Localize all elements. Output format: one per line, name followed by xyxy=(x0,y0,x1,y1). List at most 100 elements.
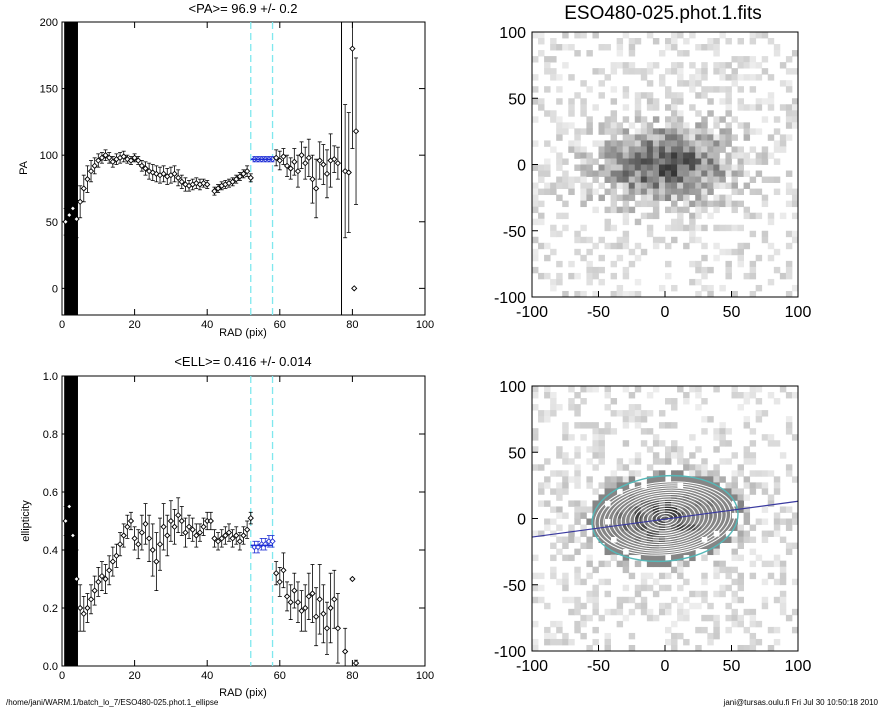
image-pixel xyxy=(665,116,672,123)
image-pixel xyxy=(568,98,575,105)
image-pixel xyxy=(761,146,769,153)
image-pixel xyxy=(658,476,666,483)
image-pixel xyxy=(580,434,587,441)
image-pixel xyxy=(701,122,708,129)
image-pixel xyxy=(761,56,769,63)
image-pixel xyxy=(695,290,702,298)
image-pixel xyxy=(665,542,672,550)
image-pixel xyxy=(634,404,642,411)
image-pixel xyxy=(544,170,551,177)
image-pixel xyxy=(574,92,581,99)
image-pixel xyxy=(779,62,787,69)
image-pixel xyxy=(544,86,551,93)
image-pixel xyxy=(598,146,605,153)
image-pixel xyxy=(671,440,678,447)
image-pixel xyxy=(719,524,726,531)
image-pixel xyxy=(580,506,587,513)
image-pixel xyxy=(689,386,696,393)
image-pixel xyxy=(610,182,618,189)
image-pixel xyxy=(616,122,624,129)
image-pixel xyxy=(628,158,636,165)
image-pixel xyxy=(610,398,618,405)
image-pixel xyxy=(658,194,666,202)
image-pixel xyxy=(749,38,757,45)
galaxy-image-y-tick-label: 0 xyxy=(517,158,526,175)
image-pixel xyxy=(646,614,654,622)
image-pixel xyxy=(791,212,799,220)
image-pixel xyxy=(604,188,611,196)
image-pixel xyxy=(749,32,757,39)
pa-data-point xyxy=(102,152,109,159)
image-pixel xyxy=(743,608,751,616)
image-pixel xyxy=(677,602,684,610)
image-pixel xyxy=(580,422,587,429)
image-pixel xyxy=(713,512,720,519)
image-pixel xyxy=(719,458,726,465)
image-pixel xyxy=(689,212,696,220)
image-pixel xyxy=(580,200,587,208)
image-pixel xyxy=(574,518,581,525)
image-pixel xyxy=(562,434,569,441)
image-pixel xyxy=(725,614,732,622)
image-pixel xyxy=(725,482,732,489)
image-pixel xyxy=(604,404,611,411)
image-pixel xyxy=(580,632,587,640)
image-pixel xyxy=(725,194,732,202)
image-pixel xyxy=(544,626,551,634)
image-pixel xyxy=(665,584,672,592)
image-pixel xyxy=(743,506,751,513)
image-pixel xyxy=(622,266,630,274)
image-pixel xyxy=(731,590,738,598)
image-pixel xyxy=(628,44,636,51)
image-pixel xyxy=(532,98,539,105)
image-pixel xyxy=(719,98,726,105)
image-pixel xyxy=(580,104,587,111)
pa-data-point xyxy=(106,154,113,161)
image-pixel xyxy=(562,458,569,465)
image-pixel xyxy=(604,644,611,652)
image-pixel xyxy=(634,98,642,105)
ellipticity-x-tick-label: 40 xyxy=(201,670,213,682)
image-pixel xyxy=(616,608,624,616)
image-pixel xyxy=(725,170,732,177)
image-pixel xyxy=(598,536,605,543)
image-pixel xyxy=(707,110,714,117)
image-pixel xyxy=(628,548,636,556)
image-pixel xyxy=(598,506,605,513)
image-pixel xyxy=(701,530,708,537)
image-pixel xyxy=(791,542,799,550)
image-pixel xyxy=(568,110,575,117)
image-pixel xyxy=(586,170,593,177)
image-pixel xyxy=(755,62,763,69)
image-pixel xyxy=(652,176,660,183)
image-pixel xyxy=(761,470,769,477)
pa-data-point xyxy=(87,168,95,175)
image-pixel xyxy=(616,560,624,568)
image-pixel xyxy=(755,74,763,81)
image-pixel xyxy=(622,464,630,471)
image-pixel xyxy=(610,170,618,177)
image-pixel xyxy=(719,182,726,189)
image-pixel xyxy=(749,392,757,399)
ellipticity-data-point xyxy=(116,541,124,548)
image-pixel xyxy=(562,584,569,592)
image-pixel xyxy=(562,224,569,232)
image-pixel xyxy=(701,224,708,232)
image-pixel xyxy=(574,506,581,513)
image-pixel xyxy=(713,488,720,495)
image-pixel xyxy=(725,152,732,159)
image-pixel xyxy=(743,152,751,159)
ellipticity-data-point xyxy=(120,532,127,539)
image-pixel xyxy=(598,434,605,441)
image-pixel xyxy=(701,500,708,507)
image-pixel xyxy=(701,254,708,262)
image-pixel xyxy=(785,80,793,87)
image-pixel xyxy=(695,536,702,543)
image-pixel xyxy=(683,80,690,87)
image-pixel xyxy=(737,38,744,45)
image-pixel xyxy=(574,128,581,135)
image-pixel xyxy=(677,470,684,477)
image-pixel xyxy=(725,164,732,171)
